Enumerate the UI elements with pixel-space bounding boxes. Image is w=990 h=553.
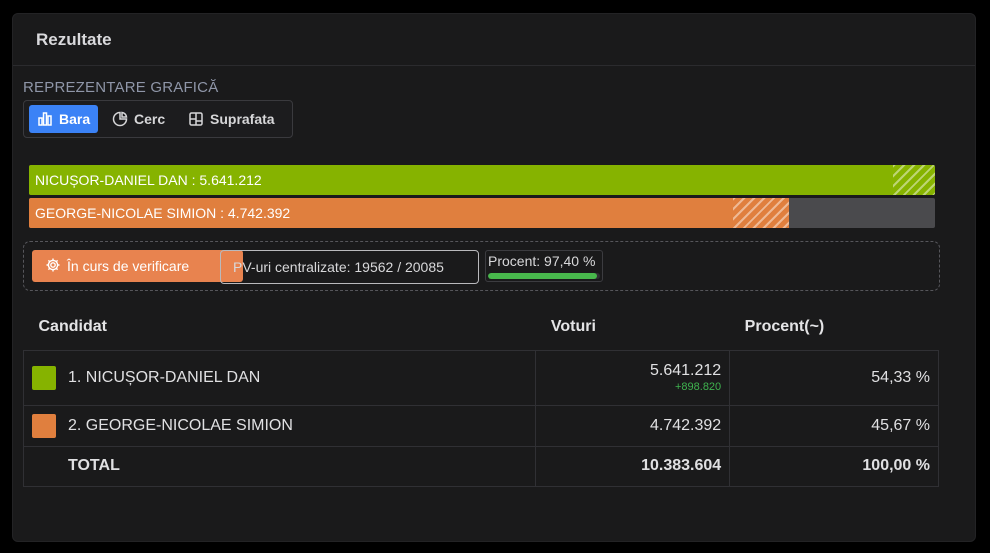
gear-icon [45, 257, 61, 276]
votes-cell: 5.641.212 +898.820 [535, 349, 731, 406]
chart-view-toggle: Bara Cerc Suprafata [23, 100, 293, 138]
header-votes: Voturi [550, 318, 596, 336]
verification-status-label: În curs de verificare [67, 258, 190, 274]
bar-chart-icon [37, 111, 53, 127]
candidate-1-votes-diff: +898.820 [674, 381, 722, 393]
candidate-2-votes: 4.742.392 [535, 404, 731, 447]
panel-title: Rezultate [36, 30, 112, 49]
toggle-bar-button[interactable]: Bara [29, 105, 99, 133]
candidate-cell: 1. NICUȘOR-DANIEL DAN [22, 349, 537, 406]
percent-progress-fill [488, 273, 598, 279]
toggle-circle-label: Cerc [134, 111, 166, 127]
toggle-bar-label: Bara [59, 111, 91, 127]
bar-2-label: GEORGE-NICOLAE SIMION : 4.742.392 [35, 205, 291, 221]
candidate-2-name: 2. GEORGE-NICOLAE SIMION [68, 416, 293, 434]
header-percent: Procent(~) [744, 318, 825, 336]
total-row: TOTAL 10.383.604 100,00 % [22, 445, 939, 487]
toggle-circle-button[interactable]: Cerc [104, 105, 173, 133]
results-table: Candidat Voturi Procent(~) 1. NICUȘOR-DA… [22, 305, 939, 487]
pv-centralized-box: PV-uri centralizate: 19562 / 20085 [220, 250, 479, 284]
candidate-cell: 2. GEORGE-NICOLAE SIMION [22, 404, 537, 447]
percent-label: Procent: 97,40 % [488, 253, 596, 269]
percent-progress-bar [488, 273, 600, 279]
total-votes: 10.383.604 [535, 445, 731, 487]
table-header-row: Candidat Voturi Procent(~) [24, 305, 939, 350]
candidate-1-name: 1. NICUȘOR-DANIEL DAN [68, 368, 261, 386]
candidate-bar-2: GEORGE-NICOLAE SIMION : 4.742.392 [29, 198, 935, 228]
status-box: În curs de verificare PV-uri centralizat… [23, 241, 940, 291]
verification-status-button[interactable]: În curs de verificare [32, 250, 243, 282]
header-candidate: Candidat [38, 318, 107, 336]
bar-1-label: NICUȘOR-DANIEL DAN : 5.641.212 [35, 172, 262, 188]
total-percent: 100,00 % [729, 445, 939, 487]
candidate-1-swatch [32, 365, 56, 390]
candidate-1-votes: 5.641.212 [649, 362, 722, 379]
candidate-2-swatch [32, 413, 56, 438]
panel-header: Rezultate [13, 14, 975, 66]
toggle-area-button[interactable]: Suprafata [180, 105, 283, 133]
section-label: REPREZENTARE GRAFICĂ [23, 79, 219, 96]
bar-2-fill [29, 198, 733, 228]
table-row: 1. NICUȘOR-DANIEL DAN 5.641.212 +898.820… [22, 349, 939, 406]
table-row: 2. GEORGE-NICOLAE SIMION 4.742.392 45,67… [22, 404, 939, 447]
percent-box: Procent: 97,40 % [485, 250, 603, 282]
total-label: TOTAL [22, 445, 537, 487]
candidate-2-percent: 45,67 % [729, 404, 939, 447]
bar-1-fill [29, 165, 893, 195]
candidate-1-percent: 54,33 % [729, 349, 939, 406]
pie-chart-icon [112, 111, 128, 127]
candidate-bar-1: NICUȘOR-DANIEL DAN : 5.641.212 [29, 165, 935, 195]
bar-2-projection [732, 198, 790, 228]
treemap-icon [188, 111, 204, 127]
toggle-area-label: Suprafata [210, 111, 275, 127]
bar-1-projection [892, 165, 935, 195]
